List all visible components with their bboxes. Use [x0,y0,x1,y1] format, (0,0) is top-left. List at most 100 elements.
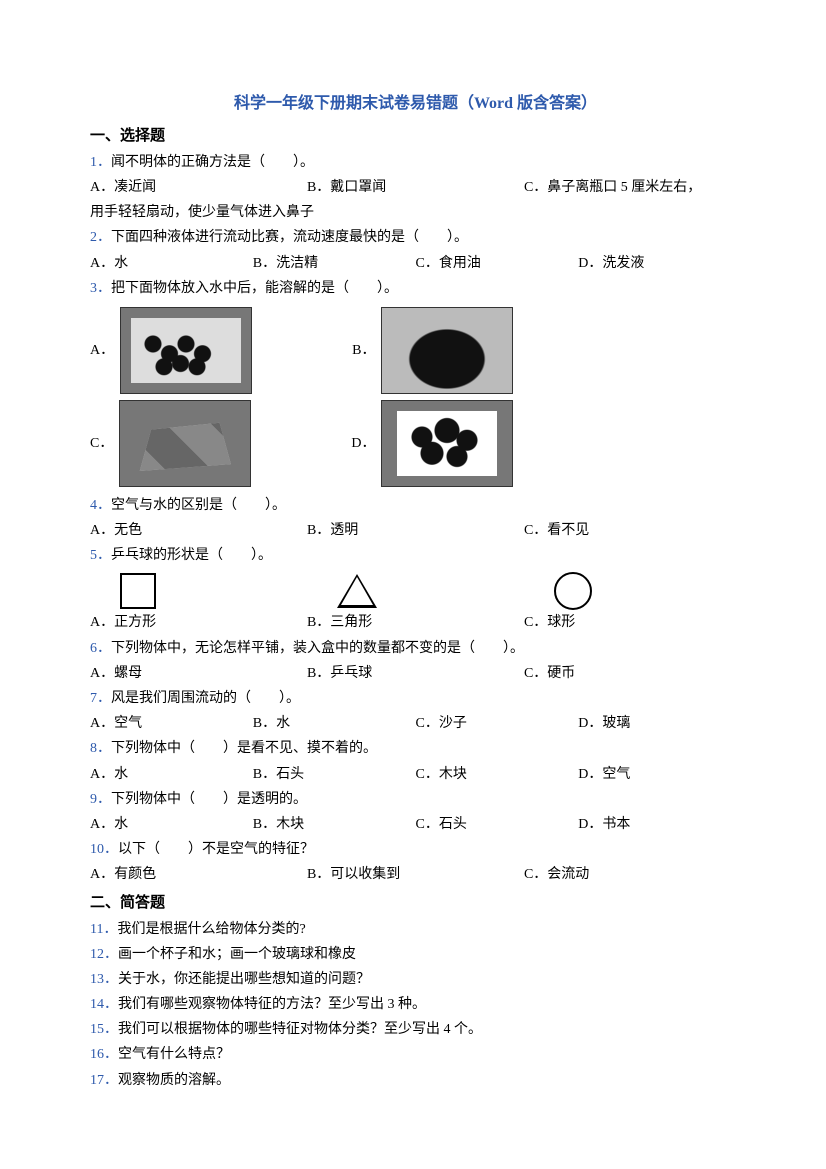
q7-opt-b: B．水 [253,711,416,736]
q10: 10．以下（ ）不是空气的特征？ [90,837,741,862]
q13: 13．关于水，你还能提出哪些想知道的问题？ [90,967,741,992]
q3-num: 3． [90,281,111,296]
q5-shape-square [90,573,307,609]
q3-image-b [381,307,513,394]
q8-opt-d: D．空气 [578,762,741,787]
q16: 16．空气有什么特点？ [90,1042,741,1067]
q5-opt-a: A．正方形 [90,610,307,635]
q8-options: A．水 B．石头 C．木块 D．空气 [90,762,741,787]
square-icon [120,573,156,609]
q17-text: 观察物质的溶解。 [118,1073,230,1088]
q1-opt-a: A．凑近闻 [90,175,307,200]
exam-page: 科学一年级下册期末试卷易错题（Word 版含答案） 一、选择题 1．闻不明体的正… [0,0,826,1133]
q3-image-c [119,400,251,487]
section-1-header: 一、选择题 [90,123,741,150]
q9-opt-d: D．书本 [578,812,741,837]
q12-text: 画一个杯子和水；画一个玻璃球和橡皮 [118,947,356,962]
q10-options: A．有颜色 B．可以收集到 C．会流动 [90,862,741,887]
q9-text: 下列物体中（ ）是透明的。 [111,792,307,807]
q14-text: 我们有哪些观察物体特征的方法？至少写出 3 种。 [118,997,426,1012]
q9-opt-c: C．石头 [416,812,579,837]
q2-opt-d: D．洗发液 [578,251,741,276]
q1-num: 1． [90,155,111,170]
q10-opt-b: B．可以收集到 [307,862,524,887]
q12: 12．画一个杯子和水；画一个玻璃球和橡皮 [90,942,741,967]
q11: 11．我们是根据什么给物体分类的? [90,917,741,942]
section-2-header: 二、简答题 [90,890,741,917]
q11-num: 11． [90,922,117,937]
q6-opt-c: C．硬币 [524,661,741,686]
q3-opt-c: C． [90,400,251,487]
q7-text: 风是我们周围流动的（ ）。 [111,691,300,706]
q10-opt-a: A．有颜色 [90,862,307,887]
q6-opt-a: A．螺母 [90,661,307,686]
q8-num: 8． [90,741,111,756]
q10-opt-c: C．会流动 [524,862,741,887]
triangle-icon [337,574,377,608]
q15-num: 15． [90,1022,118,1037]
q3-opt-d-label: D． [351,431,375,456]
q2-text: 下面四种液体进行流动比赛，流动速度最快的是（ ）。 [111,230,468,245]
q9-opt-a: A．水 [90,812,253,837]
q3: 3．把下面物体放入水中后，能溶解的是（ ）。 [90,276,741,301]
q17-num: 17． [90,1073,118,1088]
q13-text: 关于水，你还能提出哪些想知道的问题？ [118,972,370,987]
q3-opt-a-label: A． [90,338,114,363]
q5-num: 5． [90,548,111,563]
q4: 4．空气与水的区别是（ ）。 [90,493,741,518]
circle-icon [554,572,592,610]
q5-text: 乒乓球的形状是（ ）。 [111,548,272,563]
q2: 2．下面四种液体进行流动比赛，流动速度最快的是（ ）。 [90,225,741,250]
q1: 1．闻不明体的正确方法是（ ）。 [90,150,741,175]
q8-opt-c: C．木块 [416,762,579,787]
q14: 14．我们有哪些观察物体特征的方法？至少写出 3 种。 [90,992,741,1017]
q4-opt-a: A．无色 [90,518,307,543]
q4-num: 4． [90,498,111,513]
q8-text: 下列物体中（ ）是看不见、摸不着的。 [111,741,377,756]
q1-opt-c: C．鼻子离瓶口 5 厘米左右， [524,175,741,200]
q10-text: 以下（ ）不是空气的特征？ [118,842,314,857]
q5: 5．乒乓球的形状是（ ）。 [90,543,741,568]
q15-text: 我们可以根据物体的哪些特征对物体分类？至少写出 4 个。 [118,1022,482,1037]
q8-opt-a: A．水 [90,762,253,787]
q13-num: 13． [90,972,118,987]
q3-opt-a: A． [90,307,252,394]
q5-shape-triangle [307,574,524,608]
page-title: 科学一年级下册期末试卷易错题（Word 版含答案） [90,90,741,119]
q2-opt-a: A．水 [90,251,253,276]
q3-opt-b-label: B． [352,338,375,363]
q3-text: 把下面物体放入水中后，能溶解的是（ ）。 [111,281,398,296]
q6-num: 6． [90,641,111,656]
q7-opt-a: A．空气 [90,711,253,736]
q6-opt-b: B．乒乓球 [307,661,524,686]
q8-opt-b: B．石头 [253,762,416,787]
q2-opt-c: C．食用油 [416,251,579,276]
q3-opt-d: D． [351,400,513,487]
q1-text: 闻不明体的正确方法是（ ）。 [111,155,314,170]
q9-opt-b: B．木块 [253,812,416,837]
q4-text: 空气与水的区别是（ ）。 [111,498,286,513]
q6-text: 下列物体中，无论怎样平铺，装入盒中的数量都不变的是（ ）。 [111,641,524,656]
q3-image-d [381,400,513,487]
q5-opt-c: C．球形 [524,610,741,635]
q16-num: 16． [90,1047,118,1062]
q3-row-2: C． D． [90,400,741,487]
q2-num: 2． [90,230,111,245]
q11-text: 我们是根据什么给物体分类的? [117,922,305,937]
q2-options: A．水 B．洗洁精 C．食用油 D．洗发液 [90,251,741,276]
q3-opt-b: B． [352,307,513,394]
q6-options: A．螺母 B．乒乓球 C．硬币 [90,661,741,686]
q7: 7．风是我们周围流动的（ ）。 [90,686,741,711]
q9: 9．下列物体中（ ）是透明的。 [90,787,741,812]
q12-num: 12． [90,947,118,962]
q5-shapes [90,572,741,610]
q7-opt-d: D．玻璃 [578,711,741,736]
q2-opt-b: B．洗洁精 [253,251,416,276]
q1-opt-b: B．戴口罩闻 [307,175,524,200]
q5-shape-circle [524,572,741,610]
q8: 8．下列物体中（ ）是看不见、摸不着的。 [90,736,741,761]
q4-options: A．无色 B．透明 C．看不见 [90,518,741,543]
q1-options: A．凑近闻 B．戴口罩闻 C．鼻子离瓶口 5 厘米左右， [90,175,741,200]
q7-num: 7． [90,691,111,706]
q9-options: A．水 B．木块 C．石头 D．书本 [90,812,741,837]
